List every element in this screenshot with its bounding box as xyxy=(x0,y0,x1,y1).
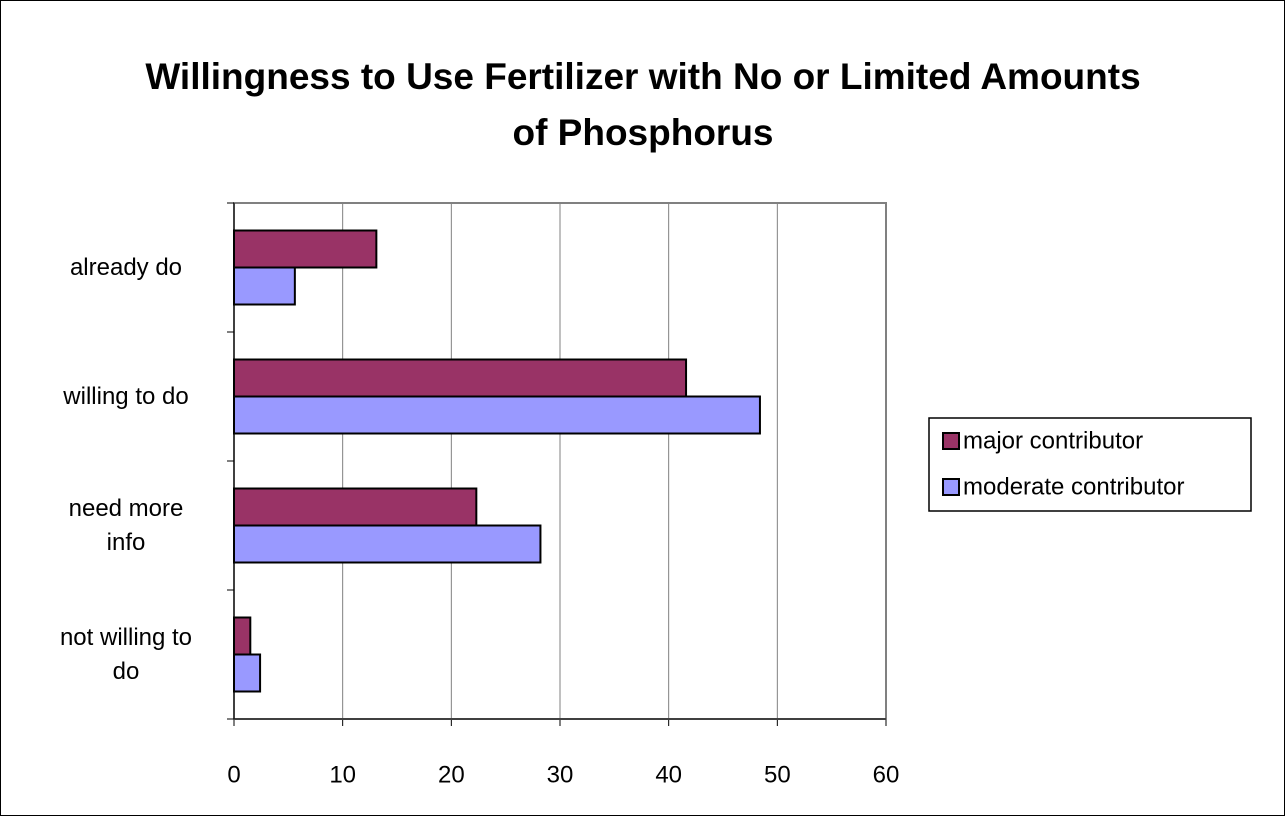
x-tick-label: 20 xyxy=(438,761,465,788)
legend-swatch xyxy=(942,432,960,450)
y-tick-label: not willing to do xyxy=(59,623,193,685)
bar xyxy=(233,358,688,398)
y-tick-label: already do xyxy=(69,253,183,281)
x-tick-label: 30 xyxy=(547,761,574,788)
bar xyxy=(233,229,378,269)
bar xyxy=(233,487,478,527)
x-tick-label: 40 xyxy=(655,761,682,788)
x-tick-label: 0 xyxy=(227,761,240,788)
legend-label: moderate contributor xyxy=(963,473,1184,500)
bar xyxy=(233,616,252,656)
y-tick-label: need more info xyxy=(68,494,184,556)
x-tick-label: 60 xyxy=(873,761,900,788)
bar xyxy=(233,653,262,693)
bar xyxy=(233,266,296,306)
legend-label: major contributor xyxy=(963,427,1143,454)
bar xyxy=(233,524,542,564)
x-tick-label: 10 xyxy=(329,761,356,788)
legend-box xyxy=(928,417,1252,512)
chart-title: Willingness to Use Fertilizer with No or… xyxy=(145,56,1141,153)
legend-swatch xyxy=(942,478,960,496)
y-tick-label: willing to do xyxy=(63,382,189,410)
x-tick-label: 50 xyxy=(764,761,791,788)
bar xyxy=(233,395,761,435)
